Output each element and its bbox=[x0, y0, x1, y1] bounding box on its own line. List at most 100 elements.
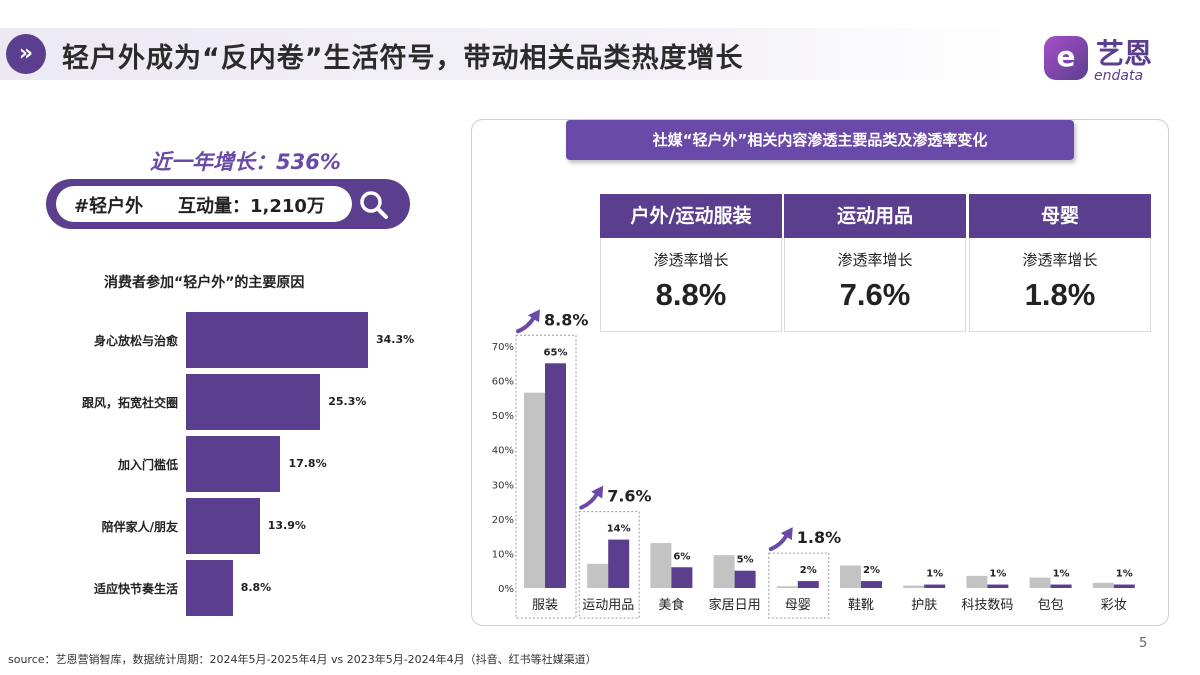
card-head: 户外/运动服装 bbox=[600, 194, 782, 238]
bar-current-period bbox=[1113, 584, 1135, 588]
card-value: 7.6% bbox=[839, 277, 911, 312]
bar-previous-period bbox=[1029, 577, 1051, 588]
bar-value-label: 65% bbox=[544, 347, 568, 358]
search-icon bbox=[360, 191, 388, 219]
bar-value-label: 5% bbox=[737, 555, 754, 566]
bar-value-label: 1% bbox=[1053, 569, 1070, 580]
y-tick-label: 10% bbox=[492, 549, 514, 560]
search-interaction-count: 互动量：1,210万 bbox=[178, 196, 325, 217]
y-tick-label: 30% bbox=[492, 480, 514, 491]
card-maternity: 母婴 渗透率增长 1.8% bbox=[969, 194, 1151, 332]
logo-mark-icon: e bbox=[1044, 36, 1088, 80]
bar-value-label: 1% bbox=[989, 569, 1006, 580]
bar-value-label: 6% bbox=[673, 551, 690, 562]
card-apparel: 户外/运动服装 渗透率增长 8.8% bbox=[600, 194, 782, 332]
bar-previous-period bbox=[650, 543, 672, 588]
highlight-box bbox=[578, 511, 640, 619]
growth-annotation: 7.6% bbox=[607, 487, 651, 506]
growth-annotation: 1.8% bbox=[797, 528, 841, 547]
highlight-box bbox=[768, 552, 830, 619]
y-tick-label: 20% bbox=[492, 515, 514, 526]
y-tick-label: 40% bbox=[492, 446, 514, 457]
bar-previous-period bbox=[840, 565, 861, 588]
bar-current-period bbox=[924, 584, 946, 588]
y-tick-label: 50% bbox=[492, 411, 514, 422]
bar-current-period bbox=[734, 570, 756, 588]
y-tick-label: 0% bbox=[498, 584, 514, 595]
reason-label: 身心放松与治愈 bbox=[93, 334, 178, 348]
page-number: 5 bbox=[1139, 636, 1148, 651]
card-value: 8.8% bbox=[655, 277, 727, 312]
bar-value-label: 14% bbox=[607, 524, 631, 535]
up-right-arrow-icon bbox=[768, 527, 793, 552]
reason-bar bbox=[186, 560, 233, 616]
reason-bar bbox=[186, 436, 281, 492]
reasons-chart-title: 消费者参加“轻户外”的主要原因 bbox=[104, 275, 305, 291]
brand-logo: e 艺恩 endata bbox=[1044, 32, 1174, 84]
bar-previous-period bbox=[966, 575, 988, 588]
x-tick-label: 家居日用 bbox=[709, 597, 761, 613]
bar-current-period bbox=[861, 581, 882, 588]
search-input bbox=[56, 186, 352, 222]
logo-cn-text: 艺恩 bbox=[1096, 37, 1153, 70]
reason-label: 跟风，拓宽社交圈 bbox=[81, 396, 178, 410]
x-tick-label: 运动用品 bbox=[582, 598, 634, 613]
bar-current-period bbox=[1050, 584, 1072, 588]
reason-bar bbox=[186, 374, 321, 430]
title-bar bbox=[0, 28, 1010, 80]
bar-current-period bbox=[671, 567, 693, 588]
x-tick-label: 鞋靴 bbox=[848, 597, 874, 613]
growth-annotation: 8.8% bbox=[544, 310, 588, 329]
bar-current-period bbox=[987, 584, 1009, 588]
reason-value-label: 25.3% bbox=[328, 395, 367, 408]
x-tick-label: 护肤 bbox=[911, 598, 937, 613]
bar-previous-period bbox=[713, 555, 735, 588]
bar-value-label: 2% bbox=[800, 565, 817, 576]
reason-label: 陪伴家人/朋友 bbox=[101, 520, 178, 534]
search-hashtag: #轻户外 bbox=[74, 196, 144, 217]
bar-previous-period bbox=[776, 586, 798, 588]
card-sub: 渗透率增长 bbox=[653, 251, 729, 269]
bar-current-period bbox=[797, 581, 819, 588]
double-chevron-right-icon: » bbox=[6, 34, 46, 74]
card-sub: 渗透率增长 bbox=[1022, 251, 1098, 269]
card-sports-goods: 运动用品 渗透率增长 7.6% bbox=[784, 194, 966, 332]
up-right-arrow-icon bbox=[579, 485, 604, 510]
y-tick-label: 70% bbox=[492, 342, 514, 353]
bar-previous-period bbox=[587, 563, 609, 588]
card-head: 运动用品 bbox=[784, 194, 966, 238]
card-value: 1.8% bbox=[1024, 277, 1096, 312]
bar-previous-period bbox=[903, 585, 925, 588]
y-tick-label: 60% bbox=[492, 377, 514, 388]
reason-label: 加入门槛低 bbox=[117, 458, 178, 472]
up-right-arrow-icon bbox=[516, 309, 540, 334]
logo-en-text: endata bbox=[1094, 68, 1144, 84]
category-panel-title: 社媒“轻户外”相关内容渗透主要品类及渗透率变化 bbox=[566, 120, 1074, 160]
bar-value-label: 1% bbox=[926, 569, 943, 580]
bar-previous-period bbox=[1092, 582, 1114, 588]
card-sub: 渗透率增长 bbox=[837, 251, 913, 269]
card-head: 母婴 bbox=[969, 194, 1151, 238]
bar-value-label: 1% bbox=[1116, 569, 1133, 580]
reason-bar bbox=[186, 312, 368, 368]
bar-current-period bbox=[608, 539, 630, 588]
x-tick-label: 科技数码 bbox=[961, 598, 1013, 613]
bar-value-label: 2% bbox=[863, 565, 880, 576]
page-title: 轻户外成为“反内卷”生活符号，带动相关品类热度增长 bbox=[62, 43, 744, 74]
reason-label: 适应快节奏生活 bbox=[93, 582, 178, 596]
bar-previous-period bbox=[524, 392, 545, 588]
reason-value-label: 13.9% bbox=[267, 519, 306, 532]
x-tick-label: 包包 bbox=[1038, 598, 1064, 613]
x-tick-label: 服装 bbox=[532, 598, 558, 613]
reason-bar bbox=[186, 498, 260, 554]
reason-value-label: 8.8% bbox=[240, 581, 272, 594]
highlight-box bbox=[515, 334, 577, 619]
reason-value-label: 17.8% bbox=[288, 457, 327, 470]
bar-current-period bbox=[545, 363, 566, 588]
x-tick-label: 美食 bbox=[658, 597, 684, 613]
reason-value-label: 34.3% bbox=[376, 333, 415, 346]
growth-rate: 近一年增长：536% bbox=[150, 150, 341, 174]
source-note: source：艺恩营销智库，数据统计周期：2024年5月-2025年4月 vs … bbox=[8, 653, 597, 666]
x-tick-label: 彩妆 bbox=[1101, 598, 1127, 613]
